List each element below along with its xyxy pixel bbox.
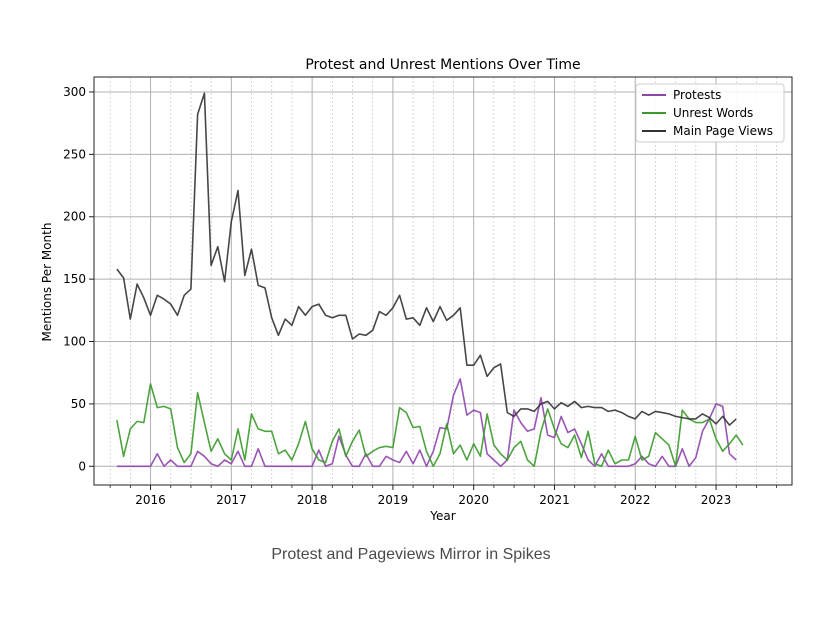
legend-box: [635, 83, 785, 143]
y-tick-label: 150: [63, 272, 86, 286]
x-axis-label: Year: [429, 509, 455, 523]
y-tick-label: 100: [63, 335, 86, 349]
series-line-protests: [116, 378, 737, 468]
x-tick-label: 2019: [378, 493, 409, 507]
x-tick-label: 2021: [539, 493, 570, 507]
x-tick-label: 2022: [620, 493, 651, 507]
figure-caption: Protest and Pageviews Mirror in Spikes: [271, 546, 551, 563]
x-tick-label: 2017: [216, 493, 247, 507]
x-tick-label: 2023: [701, 493, 732, 507]
y-tick-label: 200: [63, 210, 86, 224]
x-tick-label: 2018: [297, 493, 328, 507]
series-line-unrest-words: [116, 383, 744, 468]
x-tick-label: 2016: [135, 493, 166, 507]
x-axis-ticks: 2016 2017 2018 2019 2020 2021 2022 2023: [109, 485, 778, 507]
legend-label-unrest-words: Unrest Words: [673, 106, 753, 120]
legend-label-main-page-views: Main Page Views: [673, 124, 773, 138]
chart-title: Protest and Unrest Mentions Over Time: [305, 57, 580, 73]
y-tick-label: 50: [71, 397, 86, 411]
y-tick-label: 0: [78, 459, 86, 473]
y-tick-label: 300: [63, 85, 86, 99]
legend: Protests Unrest Words Main Page Views: [635, 83, 785, 143]
y-axis-ticks: 0 50 100 150 200 250 300: [63, 85, 94, 473]
series-layer: [116, 92, 744, 468]
series-line-main-page-views: [116, 92, 737, 426]
x-tick-label: 2020: [458, 493, 489, 507]
legend-label-protests: Protests: [673, 88, 721, 102]
y-axis-label: Mentions Per Month: [40, 223, 54, 342]
plot-frame: [93, 76, 793, 486]
y-tick-label: 250: [63, 147, 86, 161]
